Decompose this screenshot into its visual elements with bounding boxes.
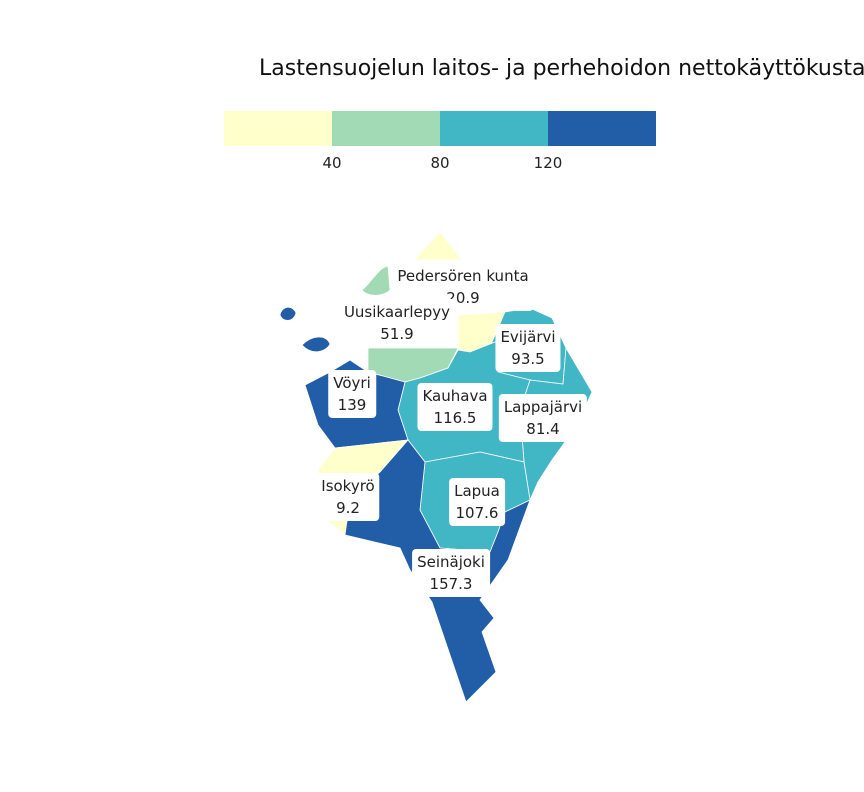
label-voyri: Vöyri 139 — [328, 370, 376, 418]
legend-bin-4 — [548, 111, 656, 146]
legend-bin-1 — [224, 111, 332, 146]
legend-tick-120: 120 — [533, 154, 563, 172]
label-lappajarvi: Lappajärvi 81.4 — [498, 394, 588, 442]
legend-bin-3 — [440, 111, 548, 146]
label-isokyro: Isokyrö 9.2 — [316, 473, 380, 521]
label-kauhava: Kauhava 116.5 — [417, 383, 493, 431]
legend-tick-80: 80 — [430, 154, 450, 172]
map-title: Lastensuojelun laitos- ja perhehoidon ne… — [259, 56, 864, 81]
legend-tick-40: 40 — [322, 154, 342, 172]
label-lapua: Lapua 107.6 — [449, 478, 505, 526]
label-seinajoki: Seinäjoki 157.3 — [412, 549, 490, 597]
label-uusikaarlepyy: Uusikaarlepyy 51.9 — [338, 299, 456, 347]
label-evijarvi: Evijärvi 93.5 — [495, 324, 561, 372]
legend-bin-2 — [332, 111, 440, 146]
